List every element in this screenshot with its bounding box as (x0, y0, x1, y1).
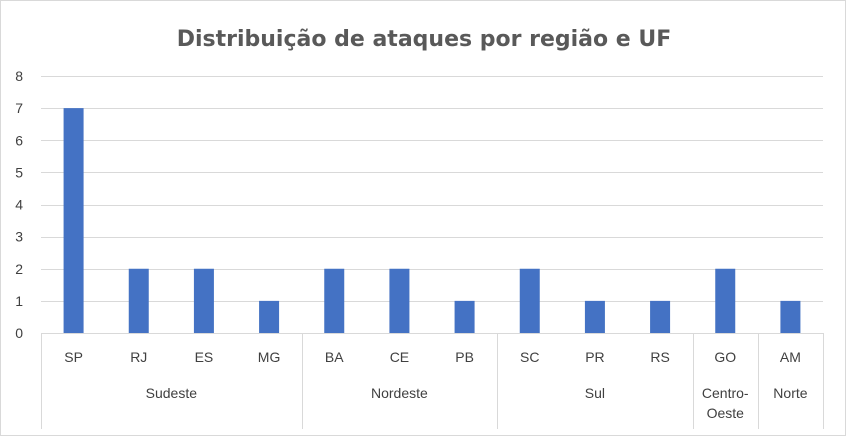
bar-mg (259, 300, 280, 333)
group-label: Oeste (707, 405, 745, 421)
x-tick-label-am: AM (780, 349, 801, 365)
x-tick-label-go: GO (714, 349, 736, 365)
y-axis-ticks: 0 1 2 3 4 5 6 7 8 (15, 68, 23, 341)
bar-rj (128, 268, 149, 333)
y-tick-label: 4 (15, 197, 23, 213)
bar-go (715, 268, 736, 333)
bar-sp (63, 108, 84, 333)
y-tick-label: 8 (15, 68, 23, 84)
x-tick-label-es: ES (195, 349, 214, 365)
x-tick-label-ba: BA (325, 349, 344, 365)
group-label: Centro- (702, 385, 749, 401)
x-tick-label-mg: MG (258, 349, 281, 365)
bar-ce (389, 268, 410, 333)
category-axis: SP RJ ES MG BA CE PB SC PR RS GO AM Sudeste Nordeste S… (41, 333, 824, 429)
y-tick-label: 3 (15, 229, 23, 245)
bar-sc (519, 268, 540, 333)
x-tick-label-rj: RJ (130, 349, 147, 365)
group-label: Nordeste (371, 385, 428, 401)
x-tick-label-sp: SP (64, 349, 83, 365)
bar-rs (650, 300, 671, 333)
x-tick-label-pr: PR (585, 349, 604, 365)
gridlines (41, 76, 823, 302)
bar-am (780, 300, 801, 333)
bars (63, 108, 801, 333)
group-label: Norte (773, 385, 807, 401)
y-tick-label: 1 (15, 293, 23, 309)
x-tick-label-rs: RS (650, 349, 669, 365)
x-tick-label-ce: CE (390, 349, 409, 365)
y-tick-label: 5 (15, 164, 23, 180)
x-tick-label-sc: SC (520, 349, 539, 365)
y-tick-label: 7 (15, 100, 23, 116)
y-tick-label: 0 (15, 325, 23, 341)
x-tick-label-pb: PB (455, 349, 474, 365)
y-tick-label: 2 (15, 261, 23, 277)
group-label: Sudeste (146, 385, 198, 401)
bar-pb (454, 300, 475, 333)
bar-es (193, 268, 214, 333)
bar-ba (324, 268, 345, 333)
group-label: Sul (585, 385, 605, 401)
bar-pr (584, 300, 605, 333)
y-tick-label: 6 (15, 132, 23, 148)
chart-title: Distribuição de ataques por região e UF (177, 27, 672, 52)
